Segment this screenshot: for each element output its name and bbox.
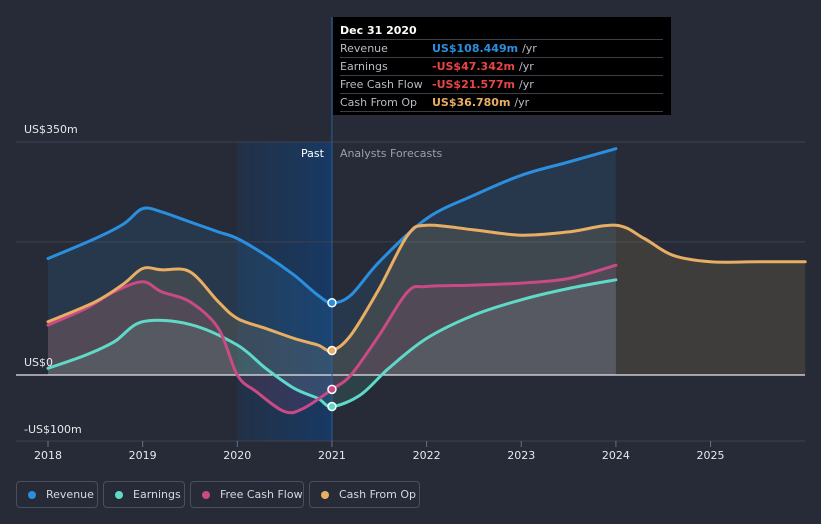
forecast-label: Analysts Forecasts xyxy=(340,147,443,160)
legend-dot-icon xyxy=(321,490,329,499)
tooltip-label: Cash From Op xyxy=(340,96,418,109)
x-tick-label: 2021 xyxy=(318,449,346,462)
tooltip-row-earnings: Earnings -US$47.342m /yr xyxy=(340,57,663,75)
area-revenue xyxy=(48,148,616,375)
tooltip-value: US$108.449m xyxy=(432,42,519,55)
x-tick-label: 2018 xyxy=(34,449,62,462)
tooltip-label: Earnings xyxy=(340,60,388,73)
y-tick-label-zero: US$0 xyxy=(24,356,53,369)
legend-label: Earnings xyxy=(133,488,181,501)
tooltip-date: Dec 31 2020 xyxy=(340,24,417,37)
x-tick-label: 2019 xyxy=(129,449,157,462)
y-tick-label-top: US$350m xyxy=(24,123,78,136)
tooltip-row-free-cash-flow: Free Cash Flow -US$21.577m /yr xyxy=(340,75,663,93)
tooltip-unit: /yr xyxy=(514,96,530,109)
legend-item-earnings[interactable]: Earnings xyxy=(103,481,185,508)
x-tick-label: 2024 xyxy=(602,449,630,462)
legend-item-revenue[interactable]: Revenue xyxy=(16,481,98,508)
legend-item-cash-from-op[interactable]: Cash From Op xyxy=(309,481,420,508)
x-tick-label: 2023 xyxy=(507,449,535,462)
x-tick-label: 2020 xyxy=(223,449,251,462)
tooltip-row-revenue: Revenue US$108.449m /yr xyxy=(340,39,663,57)
line-free-cash-flow xyxy=(46,263,618,415)
legend-item-free-cash-flow[interactable]: Free Cash Flow xyxy=(190,481,304,508)
line-cash-from-op xyxy=(46,223,807,353)
legend-label: Cash From Op xyxy=(339,488,417,501)
tooltip: Dec 31 2020 Revenue US$108.449m /yr Earn… xyxy=(333,17,671,115)
area-cash-from-op xyxy=(48,225,806,375)
tooltip-label: Free Cash Flow xyxy=(340,78,423,91)
legend-dot-icon xyxy=(28,490,36,499)
tooltip-value: -US$21.577m xyxy=(432,78,515,91)
tooltip-row-cash-from-op: Cash From Op US$36.780m /yr xyxy=(340,93,663,112)
legend-label: Revenue xyxy=(46,488,94,501)
x-tick-label: 2025 xyxy=(697,449,725,462)
tooltip-unit: /yr xyxy=(518,60,534,73)
legend-dot-icon xyxy=(115,490,123,499)
y-tick-label-bottom: -US$100m xyxy=(24,423,82,436)
tooltip-label: Revenue xyxy=(340,42,388,55)
tooltip-value: US$36.780m xyxy=(432,96,511,109)
legend-dot-icon xyxy=(202,490,210,499)
x-tick-label: 2022 xyxy=(413,449,441,462)
tooltip-value: -US$47.342m xyxy=(432,60,515,73)
legend-label: Free Cash Flow xyxy=(220,488,303,501)
marker-revenue xyxy=(327,298,337,308)
tooltip-unit: /yr xyxy=(522,42,537,55)
tooltip-unit: /yr xyxy=(518,78,534,91)
past-label: Past xyxy=(301,147,325,160)
marker-earnings xyxy=(327,401,337,412)
marker-cash-from-op xyxy=(327,345,337,356)
line-revenue xyxy=(46,147,618,305)
marker-free-cash-flow xyxy=(327,384,337,395)
